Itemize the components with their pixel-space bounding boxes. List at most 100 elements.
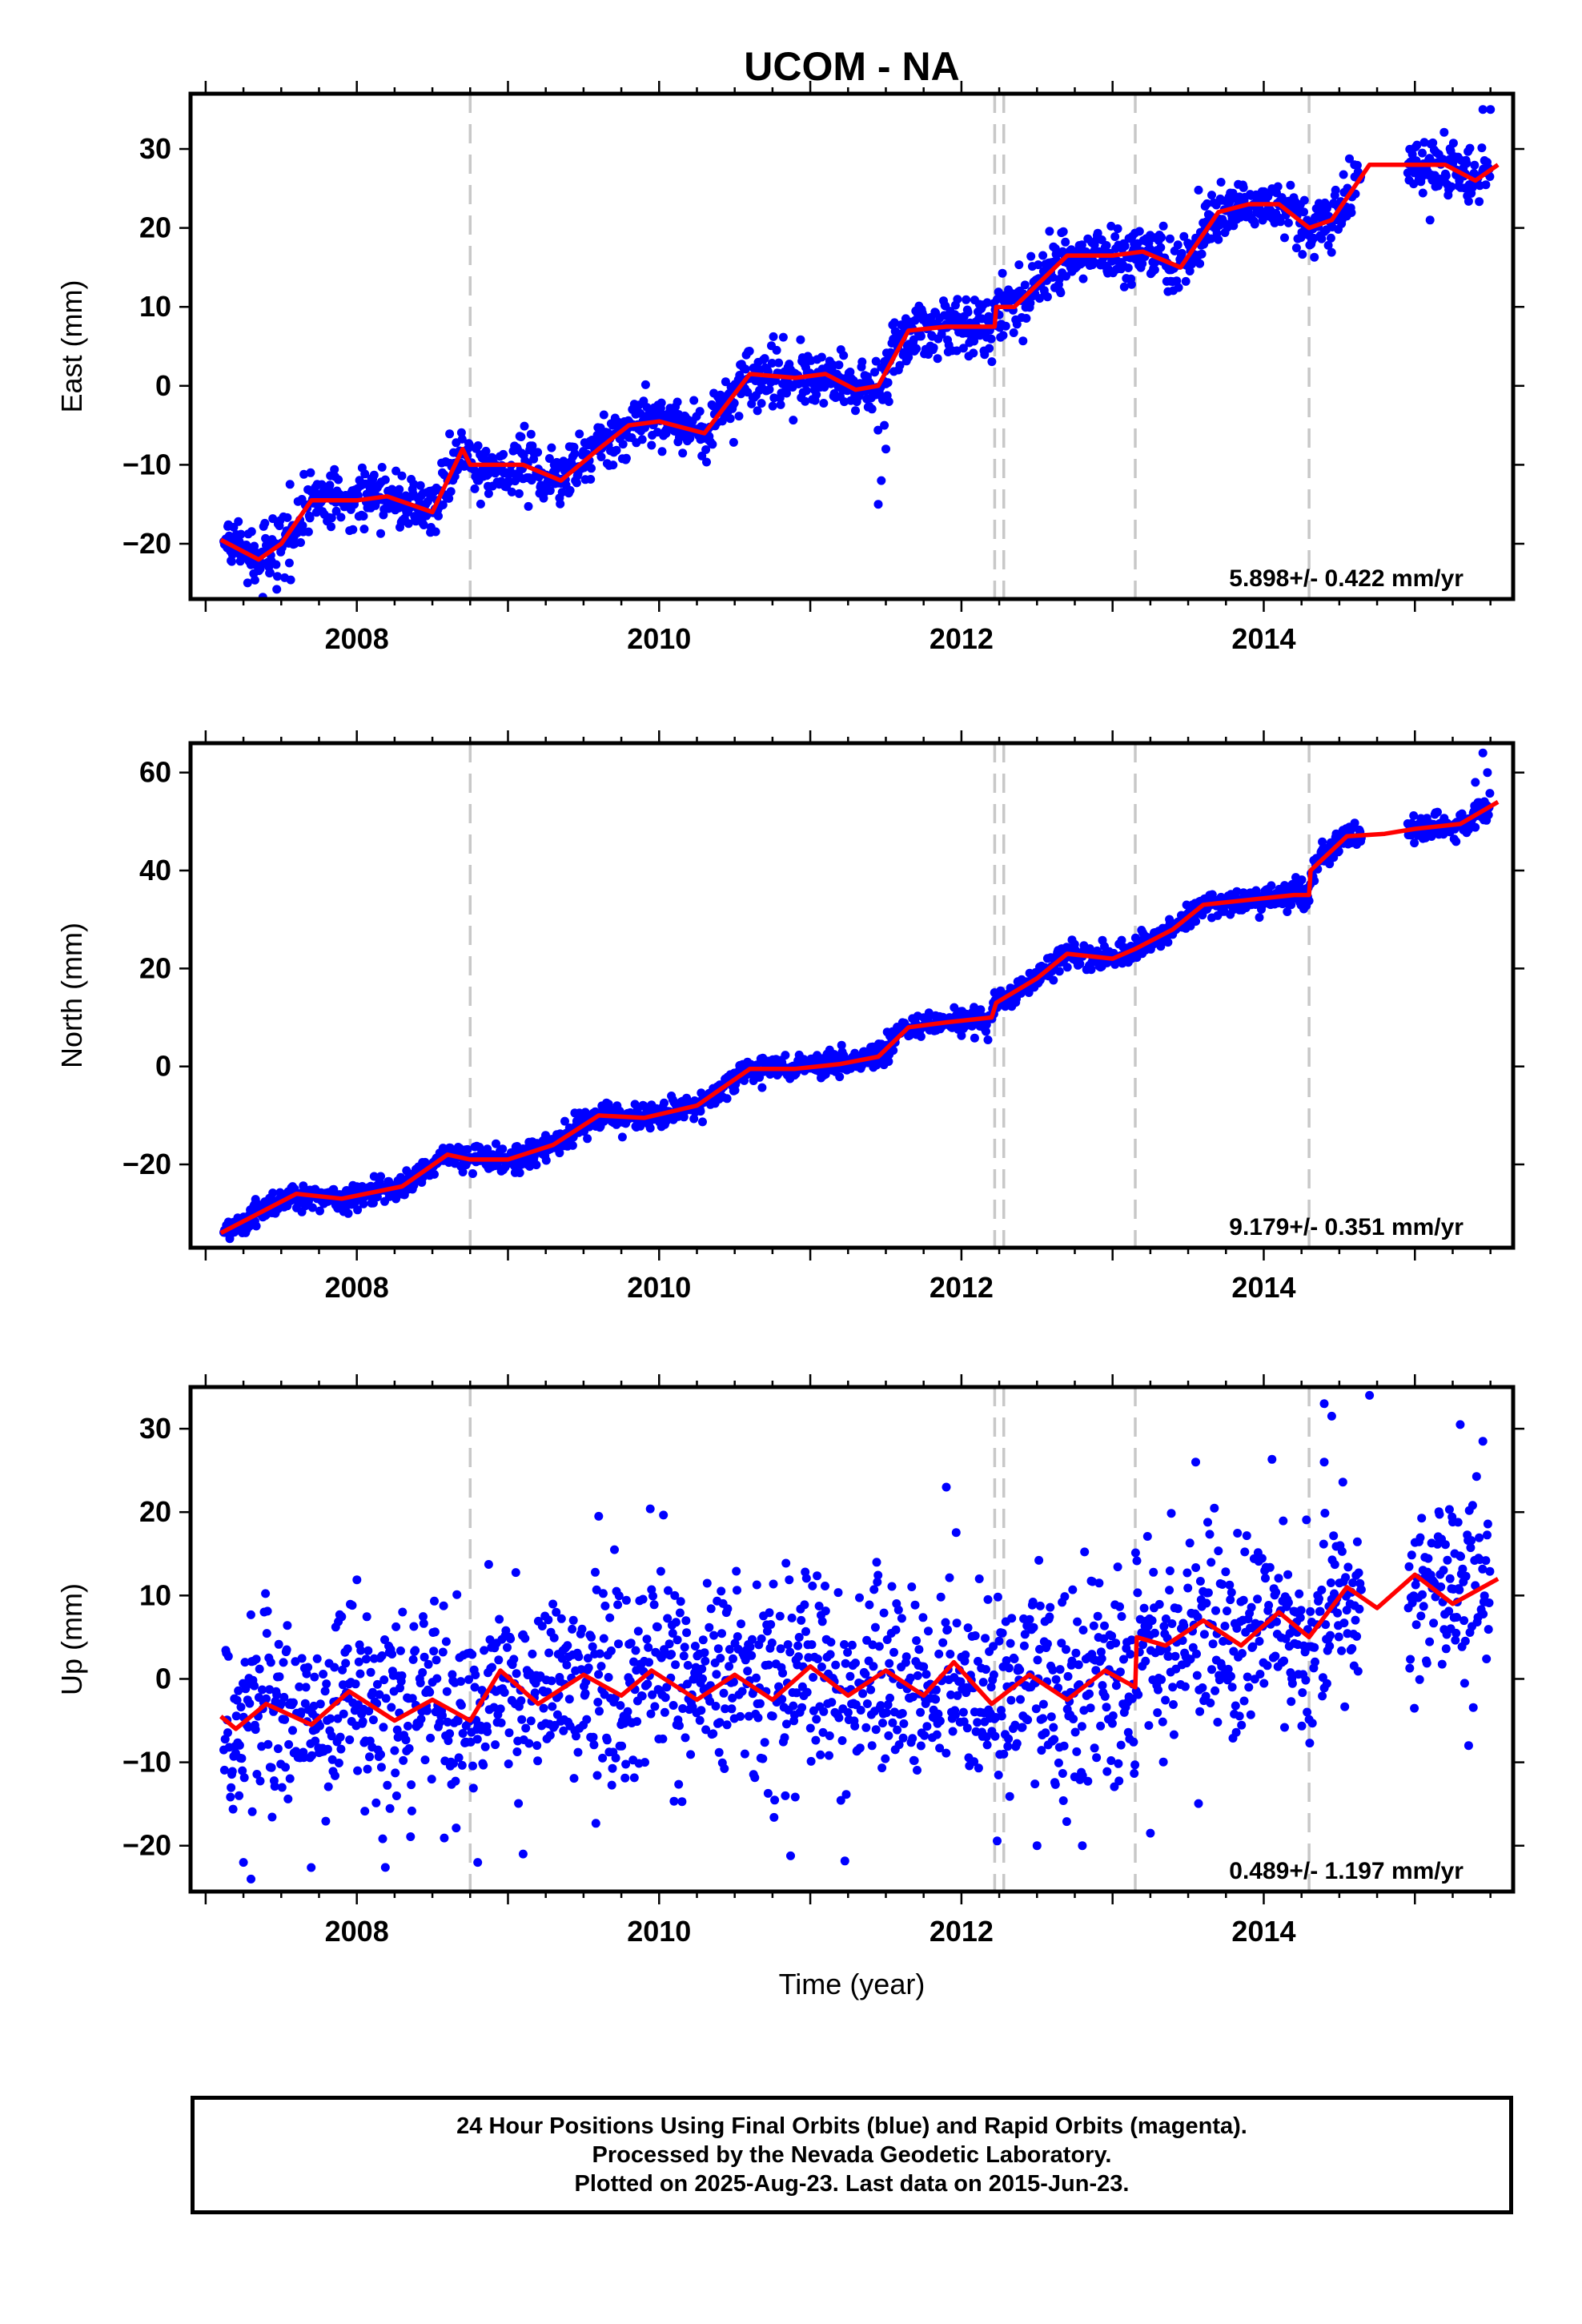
data-point <box>435 1718 444 1727</box>
data-point <box>1218 1580 1227 1589</box>
data-point <box>309 1701 319 1711</box>
data-point <box>458 1168 468 1176</box>
data-point <box>1078 274 1088 283</box>
data-point <box>404 1721 412 1731</box>
data-point <box>488 1663 496 1672</box>
data-point <box>670 1590 680 1600</box>
data-point <box>776 400 785 409</box>
data-point <box>573 1747 583 1757</box>
data-point <box>909 1692 917 1702</box>
data-point <box>1410 838 1419 848</box>
data-point <box>512 1669 521 1679</box>
data-point <box>1139 1603 1149 1613</box>
data-point <box>644 1658 653 1667</box>
data-point <box>1029 1622 1038 1632</box>
data-point <box>660 1098 669 1108</box>
data-point <box>727 1704 737 1714</box>
data-point <box>1481 180 1491 190</box>
data-point <box>322 1679 331 1689</box>
data-point <box>1441 171 1451 180</box>
data-point <box>1409 811 1419 820</box>
data-point <box>678 448 688 458</box>
data-point <box>1107 1631 1117 1641</box>
data-point <box>792 1688 801 1698</box>
data-point <box>904 352 913 362</box>
data-point <box>1113 1562 1122 1572</box>
data-point <box>1407 150 1417 159</box>
data-point <box>407 1806 416 1815</box>
data-point <box>996 986 1006 995</box>
data-point <box>335 1732 345 1742</box>
data-point <box>516 1696 526 1706</box>
data-point <box>1484 810 1493 820</box>
data-point <box>1202 1598 1211 1608</box>
data-point <box>760 1738 769 1747</box>
data-point <box>484 1560 493 1569</box>
data-point <box>916 1741 926 1751</box>
data-point <box>552 1607 561 1617</box>
data-point <box>275 1672 284 1682</box>
data-point <box>958 344 968 353</box>
data-points <box>219 748 1495 1244</box>
data-points <box>219 105 1496 599</box>
data-point <box>645 1504 655 1514</box>
data-point <box>499 449 508 459</box>
data-point <box>598 1589 608 1598</box>
data-point <box>617 1132 627 1142</box>
data-point <box>406 1832 416 1841</box>
data-point <box>780 1733 789 1743</box>
data-point <box>897 1709 907 1718</box>
velocity-rate-label: 9.179+/- 0.351 mm/yr <box>1229 1214 1464 1240</box>
data-point <box>1048 1665 1058 1675</box>
data-point <box>555 1148 564 1158</box>
data-point <box>632 1717 642 1727</box>
data-point <box>752 1673 761 1683</box>
data-point <box>1165 1586 1174 1595</box>
data-point <box>958 1707 968 1717</box>
data-point <box>983 1594 993 1604</box>
data-point <box>962 1723 972 1733</box>
data-point <box>826 1638 836 1647</box>
data-point <box>1114 1776 1124 1786</box>
data-point <box>942 1748 951 1758</box>
data-point <box>247 527 256 537</box>
data-point <box>998 268 1007 278</box>
data-point <box>899 1719 909 1728</box>
data-point <box>422 1706 432 1715</box>
data-point <box>796 335 805 344</box>
data-point <box>327 513 336 523</box>
data-point <box>1166 1509 1176 1518</box>
data-point <box>840 1640 849 1649</box>
data-point <box>577 1624 587 1634</box>
data-point <box>801 386 811 396</box>
data-point <box>270 1782 279 1791</box>
data-point <box>825 1751 833 1760</box>
data-point <box>683 1661 693 1670</box>
data-point <box>1034 1555 1044 1565</box>
data-point <box>862 1699 872 1708</box>
data-point <box>837 1736 847 1745</box>
data-point <box>1158 1717 1167 1727</box>
data-point <box>521 1723 531 1733</box>
data-point <box>277 1783 287 1792</box>
data-point <box>1150 1628 1159 1638</box>
data-point <box>1055 1665 1065 1675</box>
data-point <box>767 359 777 368</box>
data-point <box>695 407 705 416</box>
data-point <box>365 1752 374 1762</box>
data-point <box>1185 1538 1195 1548</box>
data-point <box>1326 233 1335 243</box>
data-point <box>391 1791 401 1800</box>
data-point <box>763 1626 772 1636</box>
data-point <box>458 1729 468 1738</box>
data-point <box>1102 1703 1111 1712</box>
data-point <box>1192 1649 1201 1659</box>
data-point <box>720 1764 729 1773</box>
data-point <box>717 1629 726 1638</box>
data-point <box>1181 276 1191 286</box>
data-point <box>702 457 711 467</box>
data-point <box>866 1685 876 1695</box>
data-point <box>331 506 341 516</box>
data-point <box>669 1796 679 1806</box>
data-point <box>1418 148 1427 158</box>
